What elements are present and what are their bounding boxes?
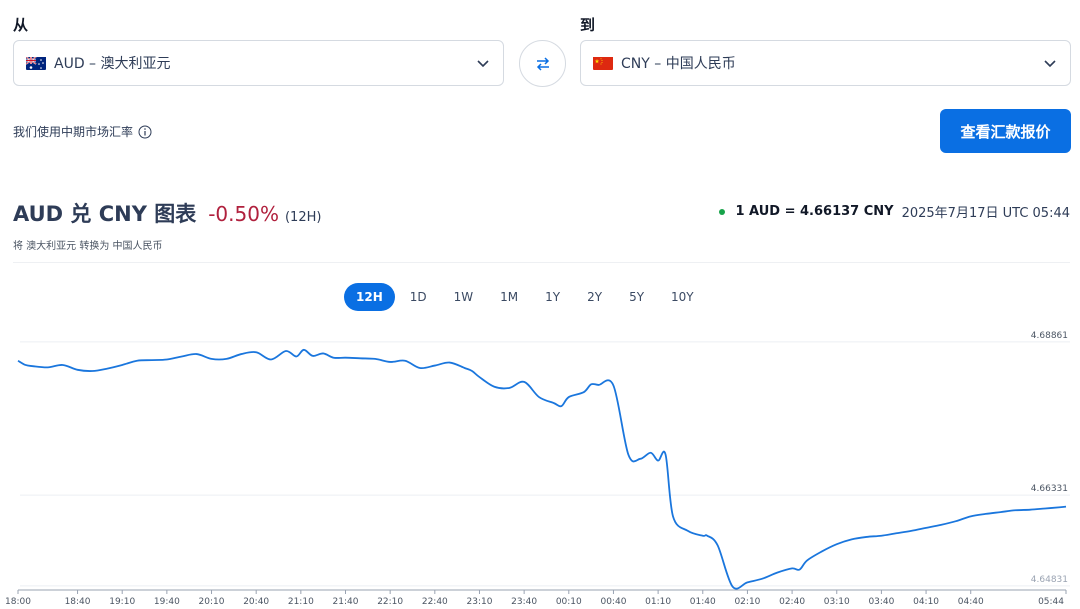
x-tick-label: 01:10 bbox=[645, 597, 671, 607]
from-currency-value: AUD – 澳大利亚元 bbox=[54, 56, 171, 72]
x-tick-label: 18:00 bbox=[5, 597, 31, 607]
x-tick-label: 20:10 bbox=[199, 597, 225, 607]
change-percent: -0.50% bbox=[208, 202, 279, 226]
exchange-rate-chart[interactable]: 4.68861 4.66331 4.64831 18:00 18:40 19:10 19:4… bbox=[0, 325, 1080, 609]
rate-series-line bbox=[17, 348, 1067, 590]
chart-subtitle: 将 澳大利亚元 转换为 中国人民币 bbox=[13, 241, 163, 252]
x-tick-label: 05:44 bbox=[1038, 597, 1064, 607]
china-flag-icon bbox=[593, 56, 613, 70]
tab-1y[interactable]: 1Y bbox=[545, 290, 561, 304]
tab-1d[interactable]: 1D bbox=[409, 290, 427, 304]
rate-value: 1 AUD = 4.66137 CNY bbox=[735, 204, 894, 219]
x-tick-label: 19:40 bbox=[154, 597, 180, 607]
tab-5y[interactable]: 5Y bbox=[629, 290, 645, 304]
x-tick-label: 20:40 bbox=[243, 597, 269, 607]
live-status-dot bbox=[719, 208, 726, 215]
y-tick-label: 4.64831 bbox=[1031, 575, 1068, 585]
x-tick-label: 22:40 bbox=[422, 597, 448, 607]
swap-arrows-icon bbox=[536, 56, 549, 71]
info-icon[interactable] bbox=[138, 125, 152, 139]
y-tick-label: 4.68861 bbox=[1031, 331, 1068, 341]
divider bbox=[13, 262, 1070, 263]
to-currency-value: CNY – 中国人民币 bbox=[621, 56, 736, 72]
chevron-down-icon bbox=[1044, 60, 1056, 68]
to-label: 到 bbox=[580, 16, 596, 34]
x-tick-label: 23:40 bbox=[511, 597, 537, 607]
chevron-down-icon bbox=[477, 60, 489, 68]
y-tick-label: 4.66331 bbox=[1031, 484, 1068, 494]
australia-flag-icon bbox=[26, 56, 46, 70]
x-tick-label: 00:10 bbox=[556, 597, 582, 607]
x-tick-label: 02:40 bbox=[779, 597, 805, 607]
swap-currencies-button[interactable] bbox=[519, 40, 566, 87]
x-tick-label: 03:10 bbox=[824, 597, 850, 607]
midmarket-rate-text: 我们使用中期市场汇率 bbox=[13, 125, 134, 139]
rate-timestamp: 2025年7月17日 UTC 05:44 bbox=[901, 206, 1070, 221]
time-range-tabs: 12H 1D 1W 1M 1Y 2Y 5Y 10Y bbox=[344, 283, 709, 311]
live-rate: 1 AUD = 4.66137 CNY 2025年7月17日 UTC 05:44 bbox=[719, 202, 1070, 221]
tab-2y[interactable]: 2Y bbox=[587, 290, 603, 304]
tab-1w[interactable]: 1W bbox=[453, 290, 474, 304]
tab-1m[interactable]: 1M bbox=[500, 290, 519, 304]
x-tick-label: 21:40 bbox=[333, 597, 359, 607]
x-tick-label: 22:10 bbox=[377, 597, 403, 607]
tab-10y[interactable]: 10Y bbox=[671, 290, 694, 304]
x-tick-label: 03:40 bbox=[868, 597, 894, 607]
get-quote-button[interactable]: 查看汇款报价 bbox=[940, 109, 1071, 153]
x-tick-label: 01:40 bbox=[690, 597, 716, 607]
chart-title: AUD 兑 CNY 图表 bbox=[13, 202, 197, 226]
x-tick-label: 04:40 bbox=[958, 597, 984, 607]
x-tick-label: 02:10 bbox=[734, 597, 760, 607]
midmarket-rate-note: 我们使用中期市场汇率 bbox=[13, 123, 152, 140]
x-tick-label: 00:40 bbox=[600, 597, 626, 607]
from-currency-select[interactable]: AUD – 澳大利亚元 bbox=[13, 40, 504, 86]
to-currency-select[interactable]: CNY – 中国人民币 bbox=[580, 40, 1071, 86]
x-tick-label: 23:10 bbox=[467, 597, 493, 607]
chart-header: AUD 兑 CNY 图表 -0.50% (12H) bbox=[13, 198, 321, 228]
x-tick-label: 19:10 bbox=[109, 597, 135, 607]
change-period: (12H) bbox=[284, 210, 322, 225]
x-tick-label: 18:40 bbox=[65, 597, 91, 607]
from-label: 从 bbox=[13, 16, 29, 34]
tab-12h[interactable]: 12H bbox=[344, 283, 395, 311]
x-tick-label: 21:10 bbox=[288, 597, 314, 607]
x-tick-label: 04:10 bbox=[913, 597, 939, 607]
